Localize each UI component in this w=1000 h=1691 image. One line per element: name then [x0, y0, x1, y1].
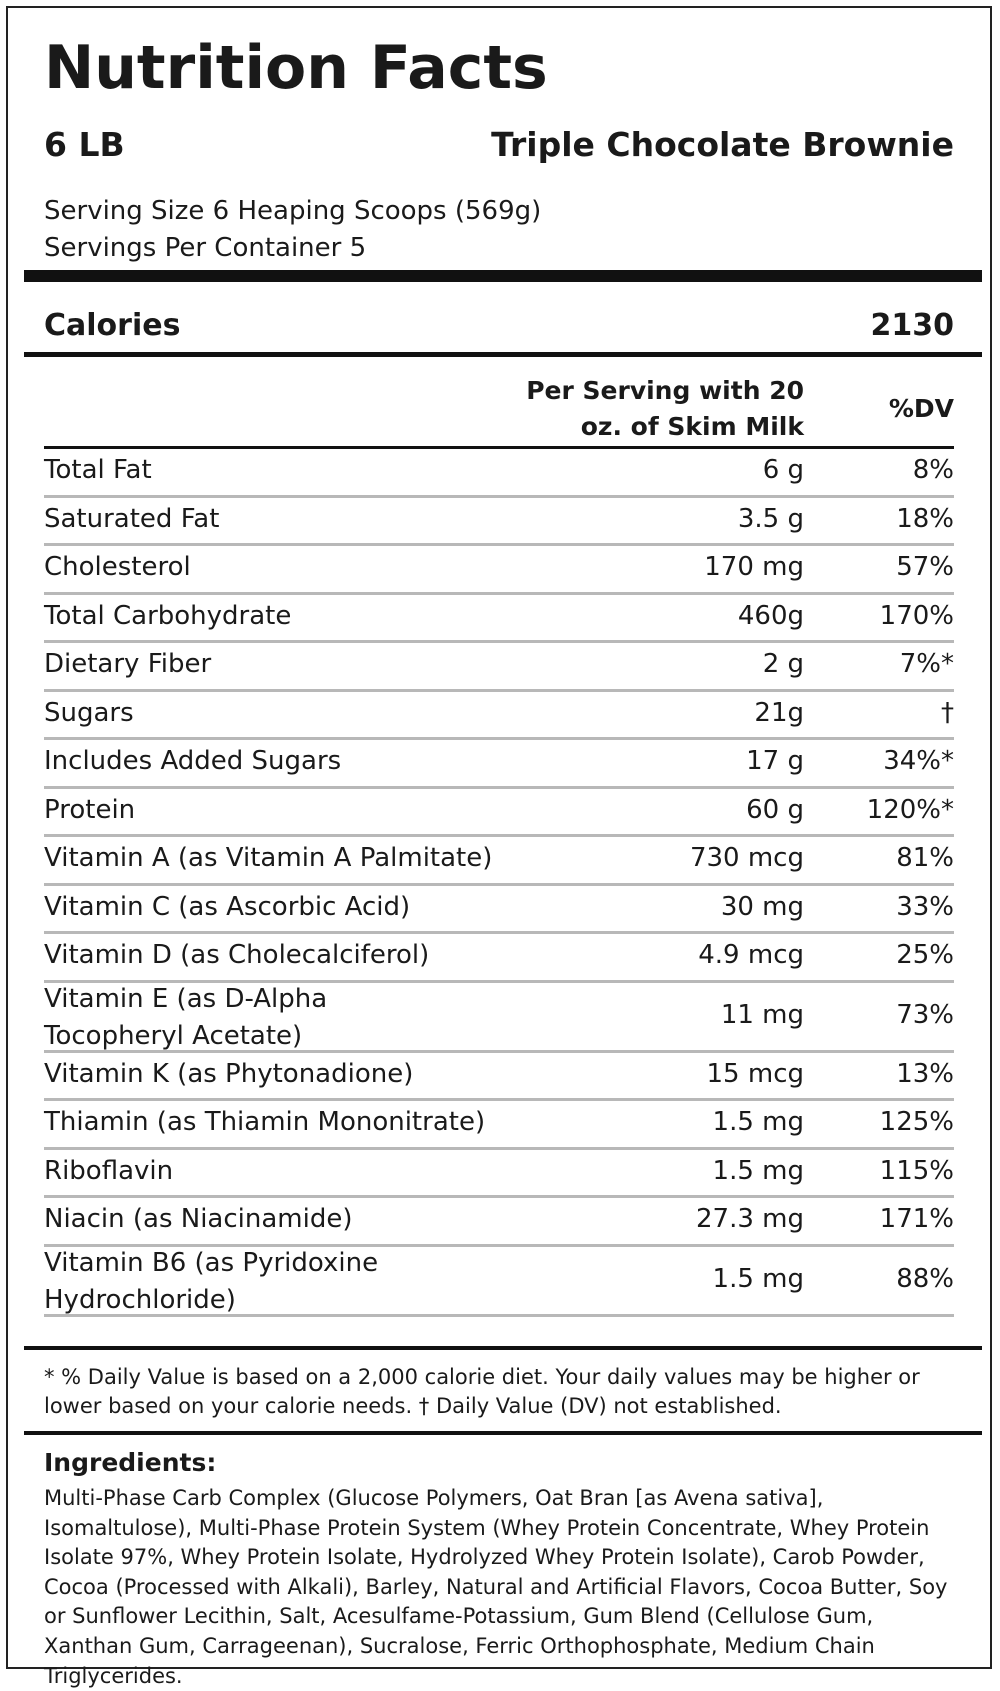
label-title: Nutrition Facts: [44, 33, 548, 103]
nutrient-name: Saturated Fat: [44, 503, 220, 534]
header-divider: [44, 446, 954, 449]
calories-value: 2130: [870, 308, 955, 343]
nutrient-name: Vitamin A (as Vitamin A Palmitate): [44, 843, 493, 873]
nutrient-name: Includes Added Sugars: [44, 746, 342, 776]
nutrient-dv: 81%: [896, 843, 954, 873]
nutrient-amount: 1.5 mg: [712, 1107, 804, 1137]
calories-label: Calories: [44, 308, 181, 343]
nutrient-row: Vitamin D (as Cholecalciferol) 4.9 mcg 25%: [44, 934, 954, 983]
nutrient-dv: †: [941, 697, 954, 728]
column-header: Per Serving with 20 oz. of Skim Milk %DV: [44, 373, 954, 449]
nutrient-name: Sugars: [44, 697, 134, 728]
nutrient-row: Vitamin A (as Vitamin A Palmitate) 730 mc…: [44, 837, 954, 886]
nutrient-name: Niacin (as Niacinamide): [44, 1204, 353, 1234]
nutrient-name: Vitamin E (as D-Alpha Tocopheryl Acetate…: [44, 983, 328, 1051]
flavor-name: Triple Chocolate Brownie: [491, 125, 954, 164]
nutrient-amount: 730 mcg: [689, 843, 804, 873]
calories-row: Calories 2130: [44, 303, 954, 349]
servings-per-container: Servings Per Container 5: [44, 233, 367, 263]
nutrient-dv: 115%: [879, 1155, 954, 1186]
nutrient-row: Vitamin C (as Ascorbic Acid) 30 mg 33%: [44, 886, 954, 934]
per-serving-header: Per Serving with 20 oz. of Skim Milk: [526, 376, 804, 441]
nutrient-row: Vitamin B6 (as Pyridoxine Hydrochloride)…: [44, 1247, 954, 1317]
calories-divider: [24, 352, 982, 357]
ingredients-divider: [24, 1431, 982, 1435]
thick-divider: [24, 270, 982, 282]
nutrient-amount: 27.3 mg: [696, 1204, 804, 1234]
nutrient-dv: 171%: [879, 1204, 954, 1234]
nutrient-name: Riboflavin: [44, 1155, 174, 1186]
nutrient-row: Riboflavin 1.5 mg 115%: [44, 1150, 954, 1198]
serving-size: Serving Size 6 Heaping Scoops (569g): [44, 196, 542, 226]
nutrient-name: Total Carbohydrate: [44, 600, 292, 631]
nutrient-row: Protein 60 g 120%*: [44, 789, 954, 837]
nutrient-amount: 1.5 mg: [712, 1263, 804, 1294]
nutrient-row: Vitamin E (as D-Alpha Tocopheryl Acetate…: [44, 983, 954, 1053]
dv-header: %DV: [888, 394, 954, 423]
table-end-divider: [24, 1346, 982, 1350]
nutrient-name: Vitamin D (as Cholecalciferol): [44, 940, 430, 970]
nutrient-row: Total Fat 6 g 8%: [44, 449, 954, 498]
nutrient-name: Thiamin (as Thiamin Mononitrate): [44, 1107, 486, 1137]
nutrient-amount: 460g: [737, 600, 804, 631]
nutrient-amount: 30 mg: [720, 891, 804, 922]
nutrient-name: Vitamin K (as Phytonadione): [44, 1058, 414, 1089]
nutrient-name: Protein: [44, 794, 136, 825]
nutrient-name: Cholesterol: [44, 552, 191, 582]
nutrient-table: Total Fat 6 g 8% Saturated Fat 3.5 g 18% Chole…: [44, 449, 954, 1317]
nutrient-dv: 7%*: [899, 649, 954, 679]
nutrient-row: Includes Added Sugars 17 g 34%*: [44, 740, 954, 789]
nutrient-name: Dietary Fiber: [44, 649, 212, 679]
nutrient-amount: 3.5 g: [737, 503, 804, 534]
nutrient-amount: 17 g: [746, 746, 804, 776]
nutrient-amount: 15 mcg: [706, 1058, 804, 1089]
nutrient-amount: 21g: [754, 697, 804, 728]
nutrient-row: Saturated Fat 3.5 g 18%: [44, 498, 954, 546]
nutrient-row: Sugars 21g †: [44, 692, 954, 740]
nutrient-dv: 18%: [896, 503, 954, 534]
nutrition-label: Nutrition Facts 6 LB Triple Chocolate Br…: [6, 6, 992, 1688]
nutrient-name: Vitamin C (as Ascorbic Acid): [44, 891, 411, 922]
nutrient-dv: 120%*: [866, 794, 954, 825]
nutrient-name: Total Fat: [44, 455, 152, 485]
nutrient-dv: 170%: [879, 600, 954, 631]
nutrient-amount: 170 mg: [704, 552, 804, 582]
nutrient-dv: 73%: [896, 999, 954, 1030]
nutrient-amount: 11 mg: [720, 999, 804, 1030]
nutrient-dv: 57%: [896, 552, 954, 582]
nutrient-name: Vitamin B6 (as Pyridoxine Hydrochloride): [44, 1247, 379, 1315]
ingredients-title: Ingredients:: [44, 1448, 217, 1477]
nutrient-dv: 33%: [896, 891, 954, 922]
nutrient-row: Total Carbohydrate 460g 170%: [44, 595, 954, 643]
nutrient-amount: 4.9 mcg: [698, 940, 804, 970]
ingredients-text: Multi-Phase Carb Complex (Glucose Polyme…: [44, 1486, 948, 1688]
nutrient-row: Thiamin (as Thiamin Mononitrate) 1.5 mg 12…: [44, 1101, 954, 1150]
nutrient-amount: 6 g: [762, 455, 804, 485]
nutrient-row: Cholesterol 170 mg 57%: [44, 546, 954, 595]
serving-info: Serving Size 6 Heaping Scoops (569g) Ser…: [44, 193, 541, 267]
container-size: 6 LB: [44, 125, 125, 164]
nutrient-row: Vitamin K (as Phytonadione) 15 mcg 13%: [44, 1053, 954, 1101]
nutrient-row: Dietary Fiber 2 g 7%*: [44, 643, 954, 692]
nutrient-dv: 88%: [896, 1263, 954, 1294]
dv-footnote: * % Daily Value is based on a 2,000 calo…: [44, 1365, 920, 1418]
nutrient-amount: 60 g: [746, 794, 804, 825]
nutrient-row: Niacin (as Niacinamide) 27.3 mg 171%: [44, 1198, 954, 1247]
nutrient-amount: 1.5 mg: [712, 1155, 804, 1186]
nutrient-dv: 25%: [896, 940, 954, 970]
nutrient-dv: 125%: [879, 1107, 954, 1137]
nutrient-dv: 34%*: [883, 746, 954, 776]
nutrient-dv: 13%: [896, 1058, 954, 1089]
nutrient-amount: 2 g: [762, 649, 804, 679]
nutrient-dv: 8%: [912, 455, 954, 485]
